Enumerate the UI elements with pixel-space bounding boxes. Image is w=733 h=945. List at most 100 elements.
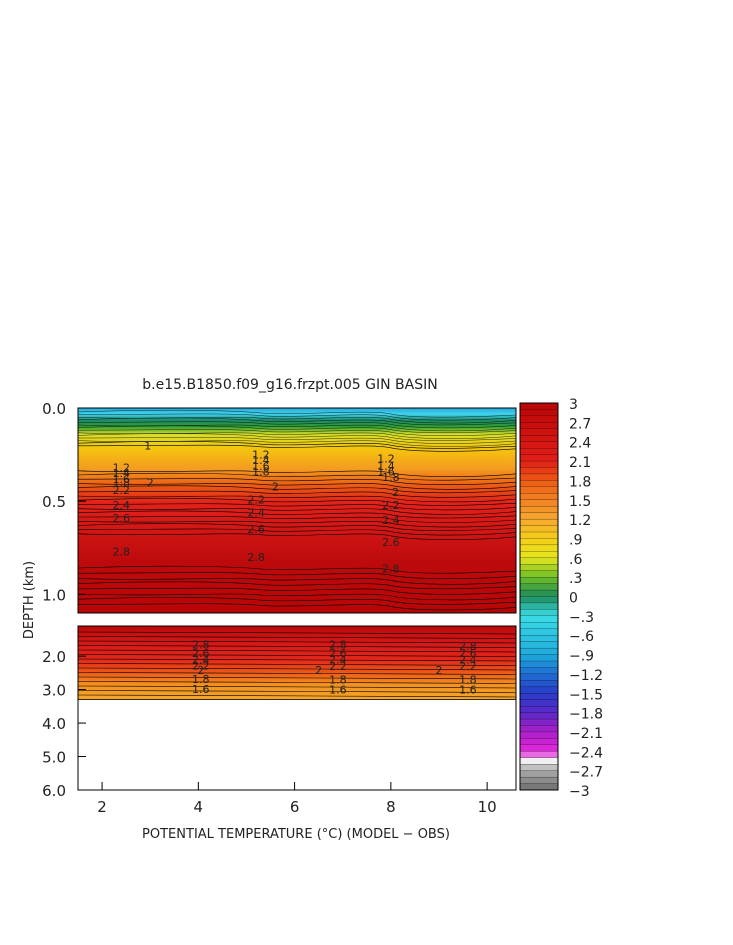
contour-label: 2.6 bbox=[329, 647, 347, 660]
contour-line bbox=[77, 485, 517, 494]
contour-label: 1.2 bbox=[113, 462, 131, 475]
colorbar-swatch bbox=[519, 699, 559, 707]
colorbar-swatch bbox=[519, 738, 559, 746]
contour-line bbox=[77, 444, 517, 452]
contour-label: 1.4 bbox=[113, 467, 131, 480]
upper-panel: 11.21.41.61.8 22.22.42.62.81.21.41.61.822… bbox=[77, 407, 517, 614]
contour-label: 2 bbox=[392, 486, 399, 499]
y-tick-label: 1.0 bbox=[42, 586, 66, 604]
colorbar-swatch bbox=[519, 557, 559, 565]
contour-line bbox=[77, 533, 517, 540]
colorbar-swatch bbox=[519, 693, 559, 701]
contour-label: 2.8 bbox=[459, 640, 477, 653]
contour-label: 1.6 bbox=[329, 684, 347, 697]
contour-line bbox=[77, 498, 517, 506]
upper-contour-lines bbox=[77, 409, 517, 611]
contour-line bbox=[77, 658, 517, 662]
contour-line bbox=[77, 565, 517, 574]
colorbar-swatch bbox=[519, 480, 559, 488]
colorbar-swatch bbox=[519, 609, 559, 617]
x-tick-label: 2 bbox=[97, 798, 107, 816]
contour-line bbox=[77, 631, 517, 635]
colorbar-swatch bbox=[519, 712, 559, 720]
colorbar-label: 1.2 bbox=[569, 513, 591, 529]
contour-label: 2.6 bbox=[382, 536, 400, 549]
contour-line bbox=[77, 640, 517, 644]
colorbar-swatch bbox=[519, 409, 559, 417]
colorbar-swatch bbox=[519, 538, 559, 546]
chart-title: b.e15.B1850.f09_g16.frzpt.005 GIN BASIN bbox=[142, 377, 437, 393]
contour-line bbox=[77, 681, 517, 684]
colorbar-swatch bbox=[519, 757, 559, 765]
colorbar-swatch bbox=[519, 499, 559, 507]
contour-line bbox=[77, 417, 517, 426]
colorbar-label: −.3 bbox=[569, 610, 594, 626]
contour-line bbox=[77, 470, 517, 477]
contour-label: 2.6 bbox=[192, 647, 210, 660]
x-tick-label: 6 bbox=[290, 798, 300, 816]
colorbar-label: 2.4 bbox=[569, 436, 591, 452]
contour-line bbox=[77, 437, 517, 444]
contour-label: 2.4 bbox=[329, 653, 347, 666]
contour-line bbox=[77, 421, 517, 429]
contour-line bbox=[77, 516, 517, 523]
contour-line bbox=[77, 694, 517, 698]
colorbar-swatch bbox=[519, 783, 559, 791]
contour-line bbox=[77, 603, 517, 611]
colorbar-swatch bbox=[519, 641, 559, 649]
colorbar-swatch bbox=[519, 577, 559, 585]
y-axis-label: DEPTH (km) bbox=[22, 561, 37, 639]
colorbar-swatch bbox=[519, 647, 559, 655]
y-tick-label: 4.0 bbox=[42, 715, 66, 733]
contour-line bbox=[77, 472, 517, 481]
contour-line bbox=[77, 508, 517, 515]
contour-line bbox=[77, 510, 517, 519]
contour-line bbox=[77, 520, 517, 528]
y-tick-label: 2.0 bbox=[42, 648, 66, 666]
colorbar-swatch bbox=[519, 770, 559, 778]
colorbar-swatch bbox=[519, 486, 559, 494]
colorbar-label: .3 bbox=[569, 571, 582, 587]
colorbar-swatch bbox=[519, 570, 559, 578]
contour-label: 2.6 bbox=[113, 512, 131, 525]
contour-label: 1.6 bbox=[459, 684, 477, 697]
contour-line bbox=[77, 578, 517, 585]
contour-line bbox=[77, 425, 517, 433]
contour-line bbox=[77, 413, 517, 421]
colorbar-label: 2.7 bbox=[569, 416, 591, 432]
contour-label: 1.6 bbox=[192, 683, 210, 696]
colorbar-swatch bbox=[519, 454, 559, 462]
colorbar-swatch bbox=[519, 615, 559, 623]
colorbar-label: −.9 bbox=[569, 649, 594, 665]
colorbar-swatch bbox=[519, 551, 559, 559]
contour-label: 2.2 bbox=[247, 493, 265, 506]
contour-line bbox=[77, 597, 517, 605]
contour-label: 2.4 bbox=[192, 653, 210, 666]
x-tick-label: 4 bbox=[194, 798, 204, 816]
colorbar-swatch bbox=[519, 596, 559, 604]
y-tick-label: 0.5 bbox=[42, 493, 66, 511]
contour-label: 1.4 bbox=[252, 454, 270, 467]
contour-label: 2.4 bbox=[247, 506, 265, 519]
contour-label: 2.6 bbox=[247, 523, 265, 536]
colorbar-swatch bbox=[519, 428, 559, 436]
contour-label: 1.4 bbox=[377, 460, 395, 473]
contour-label: 1.6 bbox=[377, 465, 395, 478]
colorbar-swatch bbox=[519, 525, 559, 533]
colorbar-swatch bbox=[519, 435, 559, 443]
contour-line bbox=[77, 685, 517, 689]
contour-label: 1.2 bbox=[252, 449, 270, 462]
colorbar-swatch bbox=[519, 725, 559, 733]
contour-label: 1.8 bbox=[382, 471, 400, 484]
contour-line bbox=[77, 690, 517, 693]
colorbar-swatch bbox=[519, 751, 559, 759]
y-tick-label: 3.0 bbox=[42, 682, 66, 700]
colorbar-swatch bbox=[519, 602, 559, 610]
colorbar-label: −2.7 bbox=[569, 765, 603, 781]
colorbar-swatch bbox=[519, 680, 559, 688]
colorbar-swatch bbox=[519, 654, 559, 662]
contour-line bbox=[77, 433, 517, 441]
lower-panel: 2.82.62.42.221.81.62.82.62.42.221.81.62.… bbox=[77, 625, 517, 791]
contour-line bbox=[77, 490, 517, 498]
colorbar-swatch bbox=[519, 731, 559, 739]
